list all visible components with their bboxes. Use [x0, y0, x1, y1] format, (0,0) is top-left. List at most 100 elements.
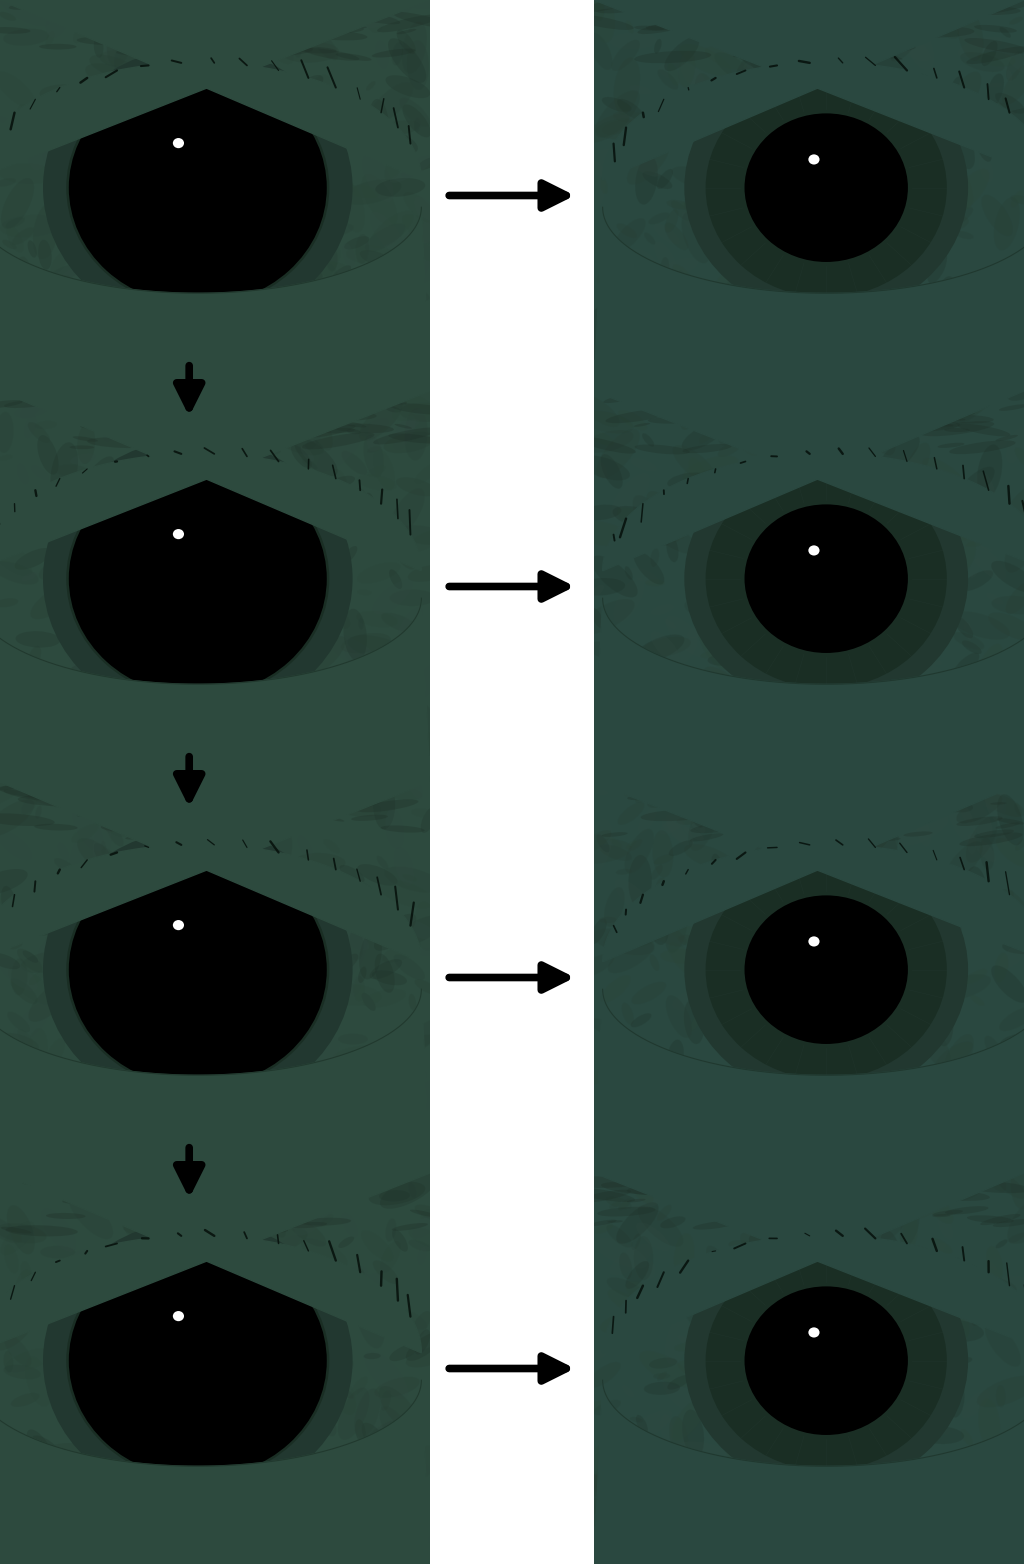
Ellipse shape	[202, 726, 238, 741]
Ellipse shape	[93, 738, 145, 762]
Ellipse shape	[804, 918, 842, 935]
Ellipse shape	[919, 1458, 936, 1480]
Ellipse shape	[318, 261, 345, 303]
Ellipse shape	[302, 1331, 328, 1347]
Ellipse shape	[638, 1467, 662, 1475]
Polygon shape	[0, 1379, 430, 1564]
Ellipse shape	[407, 0, 438, 9]
Ellipse shape	[627, 1171, 653, 1204]
Ellipse shape	[895, 590, 933, 604]
Ellipse shape	[905, 1028, 940, 1040]
Ellipse shape	[61, 1293, 111, 1334]
Ellipse shape	[1009, 256, 1024, 289]
Ellipse shape	[952, 206, 973, 225]
Ellipse shape	[77, 838, 126, 881]
Ellipse shape	[374, 913, 417, 951]
Ellipse shape	[231, 898, 242, 906]
Ellipse shape	[723, 117, 743, 136]
Ellipse shape	[285, 1070, 311, 1092]
Ellipse shape	[703, 361, 717, 383]
Ellipse shape	[701, 810, 742, 816]
Ellipse shape	[269, 377, 283, 407]
Ellipse shape	[974, 829, 1014, 838]
Ellipse shape	[947, 1379, 965, 1417]
Ellipse shape	[826, 1440, 840, 1447]
Ellipse shape	[184, 726, 205, 738]
Ellipse shape	[915, 149, 945, 163]
Ellipse shape	[861, 48, 889, 53]
Ellipse shape	[377, 352, 400, 397]
Ellipse shape	[253, 597, 278, 641]
Ellipse shape	[908, 1253, 940, 1286]
Ellipse shape	[377, 344, 390, 357]
Ellipse shape	[388, 433, 440, 444]
Ellipse shape	[243, 3, 260, 27]
Ellipse shape	[562, 1176, 637, 1187]
Ellipse shape	[783, 859, 829, 904]
Ellipse shape	[810, 544, 857, 572]
Ellipse shape	[768, 1542, 807, 1564]
Ellipse shape	[984, 773, 1007, 823]
Ellipse shape	[956, 751, 980, 768]
Ellipse shape	[0, 214, 60, 238]
Ellipse shape	[792, 1013, 812, 1021]
Ellipse shape	[120, 1175, 195, 1186]
Ellipse shape	[99, 50, 153, 69]
Ellipse shape	[55, 389, 83, 396]
Ellipse shape	[976, 1500, 1018, 1531]
Ellipse shape	[918, 300, 941, 352]
Ellipse shape	[739, 1311, 753, 1339]
Ellipse shape	[702, 402, 713, 422]
Ellipse shape	[799, 752, 834, 791]
Ellipse shape	[780, 1193, 824, 1201]
Ellipse shape	[829, 1364, 842, 1378]
Ellipse shape	[85, 793, 129, 837]
Ellipse shape	[617, 410, 647, 430]
Ellipse shape	[956, 1461, 977, 1489]
Ellipse shape	[606, 1196, 632, 1209]
Ellipse shape	[701, 1089, 714, 1120]
Ellipse shape	[991, 596, 1024, 615]
Ellipse shape	[0, 289, 26, 332]
Ellipse shape	[56, 14, 84, 20]
Ellipse shape	[43, 47, 352, 328]
Ellipse shape	[589, 1442, 611, 1486]
Ellipse shape	[774, 1447, 816, 1469]
Ellipse shape	[716, 744, 751, 776]
Polygon shape	[594, 391, 1024, 571]
Ellipse shape	[113, 785, 170, 795]
Ellipse shape	[10, 978, 38, 1004]
Ellipse shape	[916, 1272, 970, 1290]
Ellipse shape	[184, 824, 220, 834]
Ellipse shape	[15, 762, 37, 779]
Ellipse shape	[224, 1018, 246, 1067]
Ellipse shape	[352, 25, 367, 28]
Ellipse shape	[929, 408, 975, 416]
Ellipse shape	[711, 809, 718, 824]
Ellipse shape	[617, 141, 662, 177]
Ellipse shape	[358, 400, 402, 441]
Ellipse shape	[608, 1503, 628, 1526]
Ellipse shape	[695, 1306, 716, 1326]
Ellipse shape	[999, 405, 1024, 411]
Ellipse shape	[943, 1186, 980, 1201]
Ellipse shape	[632, 982, 667, 1004]
Ellipse shape	[870, 1462, 910, 1498]
Ellipse shape	[299, 1024, 322, 1040]
Ellipse shape	[271, 1026, 307, 1060]
Ellipse shape	[956, 466, 994, 502]
Ellipse shape	[890, 934, 907, 965]
Ellipse shape	[216, 881, 233, 913]
Ellipse shape	[27, 1028, 48, 1074]
Ellipse shape	[846, 948, 883, 988]
Ellipse shape	[65, 6, 95, 30]
Ellipse shape	[881, 1270, 924, 1287]
Ellipse shape	[937, 414, 993, 424]
Ellipse shape	[745, 1115, 770, 1129]
Ellipse shape	[626, 1261, 649, 1289]
Ellipse shape	[158, 951, 191, 963]
Ellipse shape	[304, 181, 310, 192]
Ellipse shape	[756, 643, 774, 671]
Ellipse shape	[970, 558, 981, 577]
Ellipse shape	[721, 1084, 735, 1098]
